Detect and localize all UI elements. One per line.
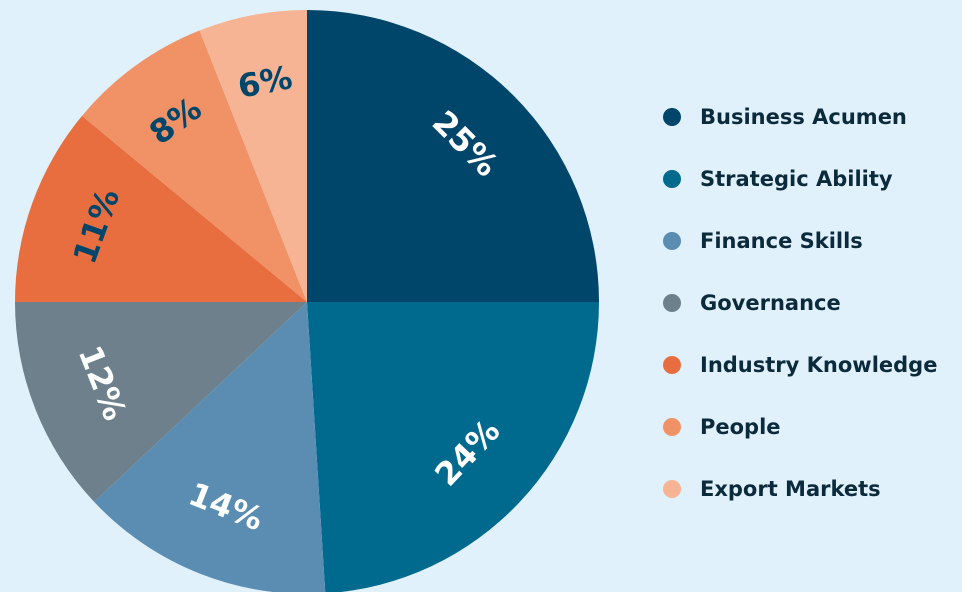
legend-label: Finance Skills <box>700 229 863 253</box>
legend-label: Business Acumen <box>700 105 907 129</box>
legend-label: Governance <box>700 291 841 315</box>
pie-slice <box>307 10 599 302</box>
legend-label: Export Markets <box>700 477 881 501</box>
legend-label: Industry Knowledge <box>700 353 937 377</box>
legend-marker <box>663 108 681 126</box>
legend-marker <box>663 418 681 436</box>
pie-slice <box>307 302 599 592</box>
pie-slice <box>15 302 307 502</box>
legend-marker <box>663 480 681 498</box>
legend-marker <box>663 294 681 312</box>
pie-slice <box>15 115 307 302</box>
pie-slice <box>94 302 326 592</box>
legend-marker <box>663 232 681 250</box>
legend-label: Strategic Ability <box>700 167 893 191</box>
pie-slice <box>199 10 307 302</box>
pie-slice <box>82 30 307 302</box>
legend-label: People <box>700 415 781 439</box>
legend-marker <box>663 170 681 188</box>
legend-marker <box>663 356 681 374</box>
